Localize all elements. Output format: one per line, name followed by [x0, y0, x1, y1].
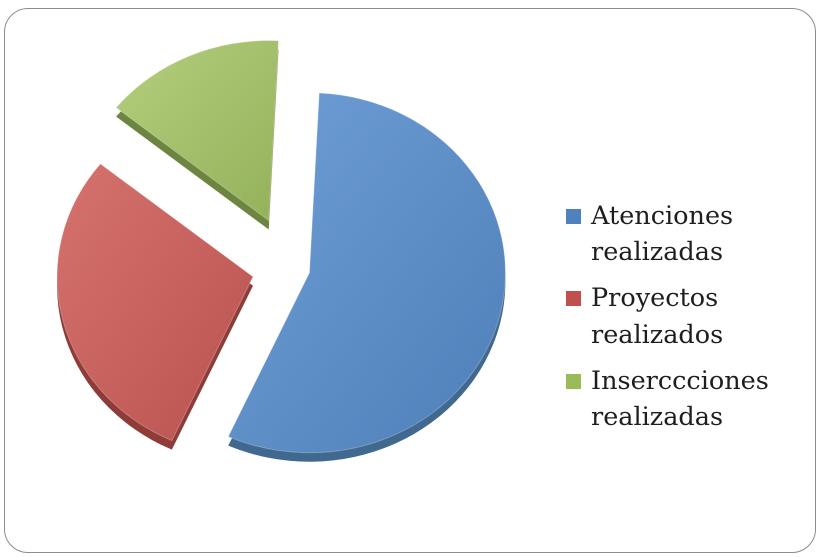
legend-label-line: realizados	[591, 319, 724, 350]
legend-swatch-atenciones	[566, 209, 581, 224]
legend: Atenciones realizadas Proyectos realizad…	[566, 198, 806, 445]
pie-slice-inserciones	[115, 40, 280, 222]
legend-label-line: Proyectos	[591, 283, 719, 314]
legend-item-inserciones: Inserccciones realizadas	[566, 363, 806, 435]
legend-label-line: Atenciones	[591, 201, 734, 231]
legend-item-atenciones: Atenciones realizadas	[566, 198, 806, 270]
legend-swatch-inserciones	[566, 373, 581, 389]
legend-label-line: realizadas	[591, 402, 724, 433]
legend-label-inserciones: Inserccciones realizadas	[591, 363, 806, 435]
pie-slice-proyectos	[56, 163, 254, 442]
legend-label-line: Inserccciones	[591, 365, 769, 396]
legend-label-line: realizadas	[591, 237, 724, 268]
legend-swatch-proyectos	[566, 291, 581, 307]
legend-item-proyectos: Proyectos realizados	[566, 280, 806, 352]
pie-slice-atenciones	[227, 92, 506, 454]
legend-label-atenciones: Atenciones realizadas	[591, 198, 806, 270]
legend-label-proyectos: Proyectos realizados	[591, 280, 806, 352]
